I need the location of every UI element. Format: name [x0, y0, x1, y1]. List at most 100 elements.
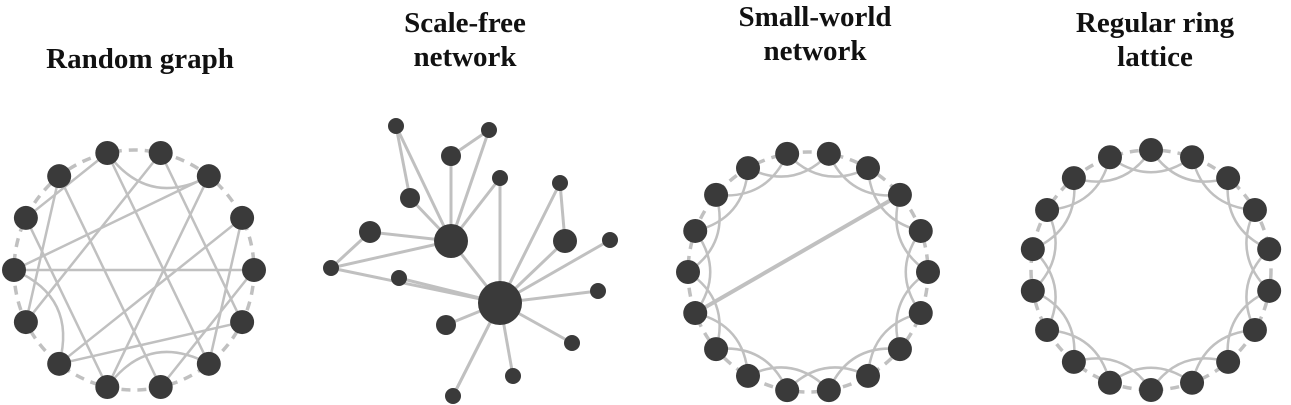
- scale-free-edge: [330, 239, 452, 270]
- node: [553, 229, 577, 253]
- random-edge: [159, 152, 244, 323]
- random-edge: [159, 269, 255, 388]
- node: [436, 315, 456, 335]
- node: [47, 164, 72, 189]
- node: [95, 141, 120, 166]
- small-world-network: [676, 141, 940, 403]
- node: [552, 175, 568, 191]
- random-edge: [58, 216, 243, 365]
- scale-free-edge: [394, 125, 453, 242]
- node: [775, 141, 800, 166]
- node: [230, 310, 255, 335]
- node: [1061, 166, 1086, 191]
- node: [602, 232, 618, 248]
- scale-free-edge: [330, 266, 501, 305]
- random-curved-edge: [106, 152, 210, 190]
- node: [1097, 370, 1122, 395]
- random-curved-edge: [13, 268, 65, 365]
- node: [856, 363, 880, 388]
- node: [704, 182, 729, 207]
- random-edge: [106, 152, 210, 365]
- scale-free-network: [323, 118, 618, 404]
- title-small-world-line-1: Small-world: [738, 1, 892, 33]
- node: [908, 301, 933, 326]
- title-small-world-network: Small-world network: [695, 0, 935, 68]
- node: [391, 270, 407, 286]
- node: [683, 301, 708, 326]
- node: [388, 118, 404, 134]
- node: [1020, 278, 1045, 303]
- node: [1216, 349, 1241, 374]
- node: [359, 221, 381, 243]
- node: [1180, 145, 1205, 170]
- random-graph: [2, 141, 266, 399]
- node: [1242, 318, 1267, 342]
- node: [704, 337, 729, 362]
- node: [148, 374, 173, 399]
- regular-ring-lattice: [1020, 138, 1282, 402]
- node: [887, 182, 912, 207]
- node: [736, 363, 760, 388]
- scale-free-edge: [449, 129, 491, 242]
- rewired-edge: [694, 193, 901, 315]
- node: [445, 388, 461, 404]
- random-edge: [58, 175, 162, 388]
- node: [1035, 198, 1060, 222]
- node: [816, 378, 841, 403]
- title-scale-free-line-2: network: [413, 41, 517, 73]
- node: [683, 218, 708, 243]
- node: [676, 260, 700, 284]
- node: [148, 141, 173, 166]
- node: [856, 156, 880, 181]
- node: [13, 310, 38, 335]
- node: [2, 258, 26, 282]
- random-edge: [106, 175, 210, 388]
- node: [95, 374, 120, 399]
- node: [1139, 138, 1163, 162]
- node: [1242, 198, 1267, 222]
- random-edge: [207, 217, 244, 365]
- hub-node: [478, 281, 522, 325]
- node: [323, 260, 339, 276]
- node: [492, 170, 508, 186]
- node: [908, 218, 933, 243]
- random-edge: [13, 175, 210, 272]
- title-small-world-line-2: network: [763, 35, 867, 67]
- node: [441, 146, 461, 166]
- scale-free-edge: [498, 182, 562, 304]
- node: [1257, 278, 1282, 303]
- node: [1257, 237, 1282, 262]
- random-edge: [24, 217, 109, 388]
- node: [916, 260, 940, 284]
- node: [1061, 349, 1086, 374]
- node: [400, 188, 420, 208]
- node: [564, 335, 580, 351]
- title-ring-line-2: lattice: [1117, 41, 1193, 73]
- title-random-graph-line-1: Random graph: [46, 43, 234, 75]
- node: [1035, 318, 1060, 342]
- title-ring-line-1: Regular ring: [1075, 7, 1235, 39]
- random-edge: [24, 175, 61, 323]
- node: [1097, 145, 1122, 170]
- node: [196, 164, 221, 189]
- node: [47, 351, 72, 376]
- scale-free-edge: [394, 125, 412, 199]
- hub-node: [434, 224, 468, 258]
- random-curved-edge: [106, 350, 210, 388]
- node: [887, 337, 912, 362]
- node: [590, 283, 606, 299]
- node: [775, 378, 800, 403]
- node: [1139, 378, 1163, 402]
- node: [481, 122, 497, 138]
- node: [242, 258, 266, 282]
- node: [736, 156, 760, 181]
- node: [816, 141, 841, 166]
- title-random-graph: Random graph: [20, 42, 260, 76]
- node: [230, 205, 255, 230]
- title-regular-ring-lattice: Regular ring lattice: [1035, 6, 1275, 74]
- node: [505, 368, 521, 384]
- title-scale-free-line-1: Scale-free: [404, 7, 526, 39]
- random-edge: [58, 320, 243, 366]
- node: [1020, 237, 1045, 262]
